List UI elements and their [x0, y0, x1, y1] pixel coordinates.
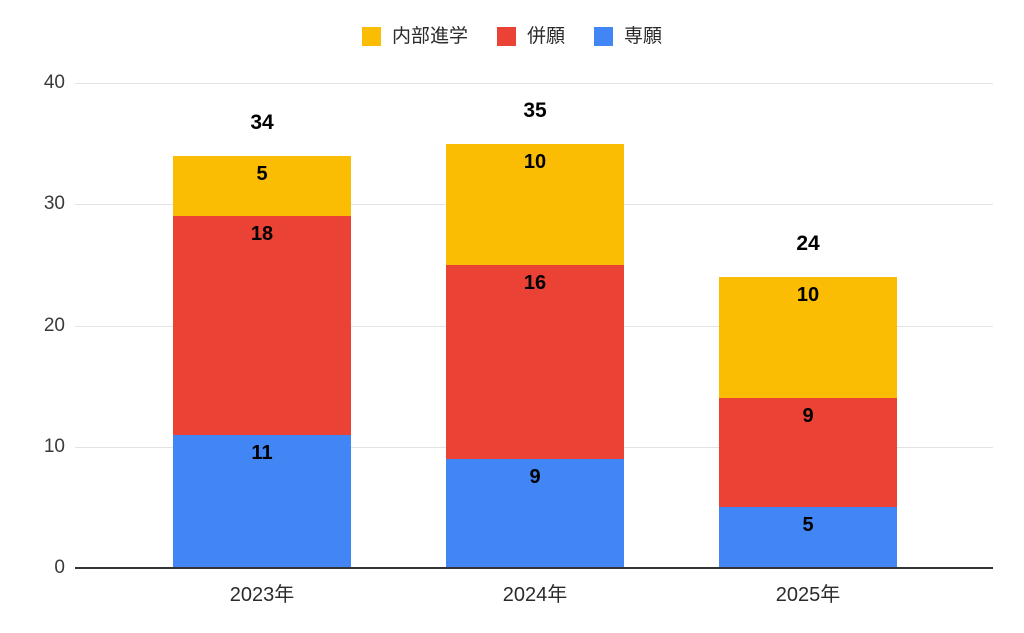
bar-segment-併願-2023年	[173, 216, 351, 435]
legend-swatch-icon	[594, 27, 613, 46]
bar-segment-専願-2025年	[719, 507, 897, 568]
bar-total-label: 24	[796, 232, 820, 255]
segment-value-label: 11	[251, 441, 273, 464]
legend-swatch-icon	[361, 27, 381, 46]
legend-label: 専願	[624, 26, 663, 47]
segment-value-label: 16	[523, 271, 547, 294]
segment-value-label: 5	[256, 162, 268, 185]
legend-item-0: 内部進学	[361, 26, 468, 47]
bar-segment-専願-2024年	[446, 458, 624, 568]
legend-item-1: 併願	[496, 26, 565, 47]
x-axis-baseline	[75, 567, 993, 569]
y-tick-label: 20	[43, 314, 65, 336]
segment-value-label: 5	[802, 514, 814, 537]
legend-label: 内部進学	[391, 26, 468, 47]
x-axis-label: 2024年	[502, 584, 568, 606]
legend-label: 併願	[526, 26, 565, 47]
segment-value-label: 9	[529, 465, 541, 488]
bar-segment-併願-2024年	[446, 264, 624, 459]
y-tick-label: 10	[43, 435, 65, 457]
bar-segment-併願-2025年	[719, 398, 897, 508]
segment-value-label: 18	[250, 223, 274, 246]
bar-segment-内部進学-2024年	[446, 143, 624, 265]
chart-legend: 内部進学 併願 専願	[0, 27, 1024, 46]
x-axis-label: 2023年	[229, 584, 295, 606]
segment-value-label: 10	[523, 150, 547, 173]
bar-segment-内部進学-2025年	[719, 277, 897, 399]
bar-segment-内部進学-2023年	[173, 155, 351, 217]
segment-value-label: 9	[802, 405, 814, 428]
legend-swatch-icon	[496, 27, 516, 46]
legend-item-2: 専願	[594, 27, 662, 46]
gridline	[75, 83, 993, 84]
y-tick-label: 30	[43, 193, 65, 215]
bar-total-label: 35	[523, 98, 547, 122]
y-tick-label: 0	[54, 557, 65, 578]
bar-total-label: 34	[250, 110, 274, 134]
x-axis-label: 2025年	[775, 584, 841, 606]
bar-segment-専願-2023年	[173, 434, 351, 568]
y-tick-label: 40	[43, 72, 65, 93]
segment-value-label: 10	[796, 284, 820, 306]
